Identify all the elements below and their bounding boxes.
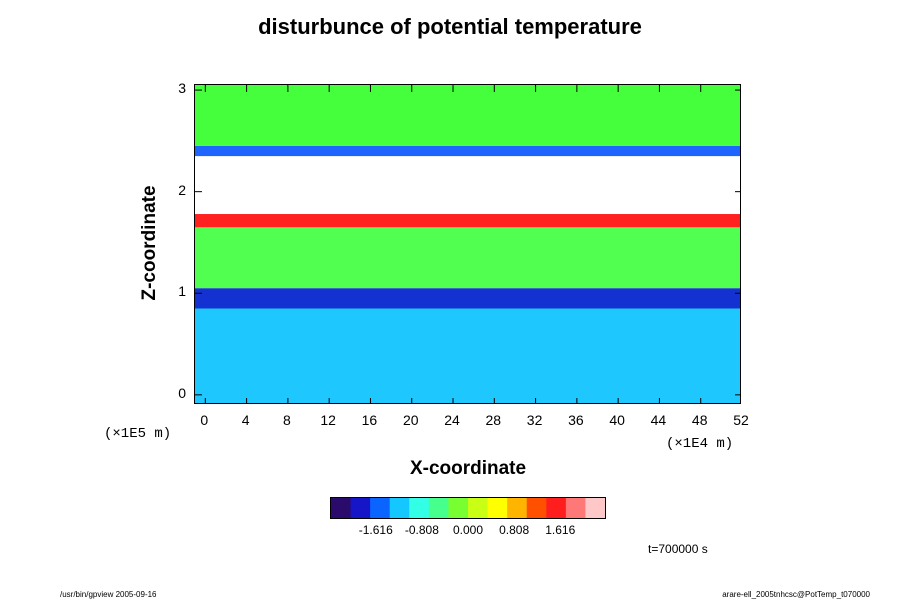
y-axis-unit: (×1E5 m) [104,426,172,442]
colorbar-tick-label: -0.808 [404,523,439,537]
field-band-1 [195,288,740,309]
plot-area [194,84,741,404]
colorbar-swatch [428,498,449,518]
x-axis-unit: (×1E4 m) [666,436,734,452]
colorbar-swatch [331,498,352,518]
field-band-6 [195,85,740,146]
colorbar-swatch [507,498,528,518]
colorbar-swatch [448,498,469,518]
x-tick-label: 44 [650,412,667,428]
field-band-2 [195,222,740,289]
x-tick-label: 36 [568,412,584,428]
x-tick-label: 32 [526,412,543,428]
x-tick-label: 8 [282,412,291,428]
colorbar-tick-label: -1.616 [358,523,393,537]
x-tick-label: 52 [733,412,749,428]
x-tick-label: 4 [241,412,250,428]
y-tick-label: 1 [178,283,186,300]
y-tick-label: 2 [178,181,186,198]
x-tick-label: 48 [691,412,708,428]
y-axis-label: Z-coordinate [139,185,160,301]
y-tick-label: 3 [178,80,186,97]
x-tick-label: 24 [444,412,460,428]
x-tick-label: 12 [320,412,336,428]
x-tick-label: 40 [609,412,625,428]
colorbar-swatch [546,498,567,518]
heatmap-field [195,85,740,403]
colorbar-swatch [409,498,430,518]
colorbar-swatch [526,498,547,518]
field-band-5 [195,145,740,157]
colorbar-swatch [389,498,410,518]
colorbar-swatch [565,498,586,518]
colorbar [330,497,606,519]
footer-right: arare-ell_2005tnhcsc@PotTemp_t070000 [722,590,870,599]
field-band-4 [195,156,740,215]
colorbar-gradient [331,498,605,518]
colorbar-swatch [585,498,605,518]
colorbar-tick-label: 0.808 [499,523,530,537]
colorbar-tick-label: 1.616 [545,523,576,537]
x-tick-label: 28 [485,412,502,428]
colorbar-swatch [350,498,371,518]
x-tick-label: 16 [361,412,378,428]
y-tick-label: 0 [178,384,186,401]
colorbar-swatch [370,498,391,518]
colorbar-swatch [487,498,508,518]
field-band-3 [195,214,740,228]
field-band-0 [195,303,740,403]
x-tick-label: 20 [402,412,419,428]
time-label: t=700000 s [648,542,708,556]
x-tick-label: 0 [200,412,209,428]
x-axis-label: X-coordinate [409,458,527,479]
footer-left: /usr/bin/gpview 2005-09-16 [60,590,157,599]
chart-title: disturbunce of potential temperature [258,14,642,39]
colorbar-tick-label: 0.000 [452,523,484,537]
colorbar-swatch [468,498,489,518]
